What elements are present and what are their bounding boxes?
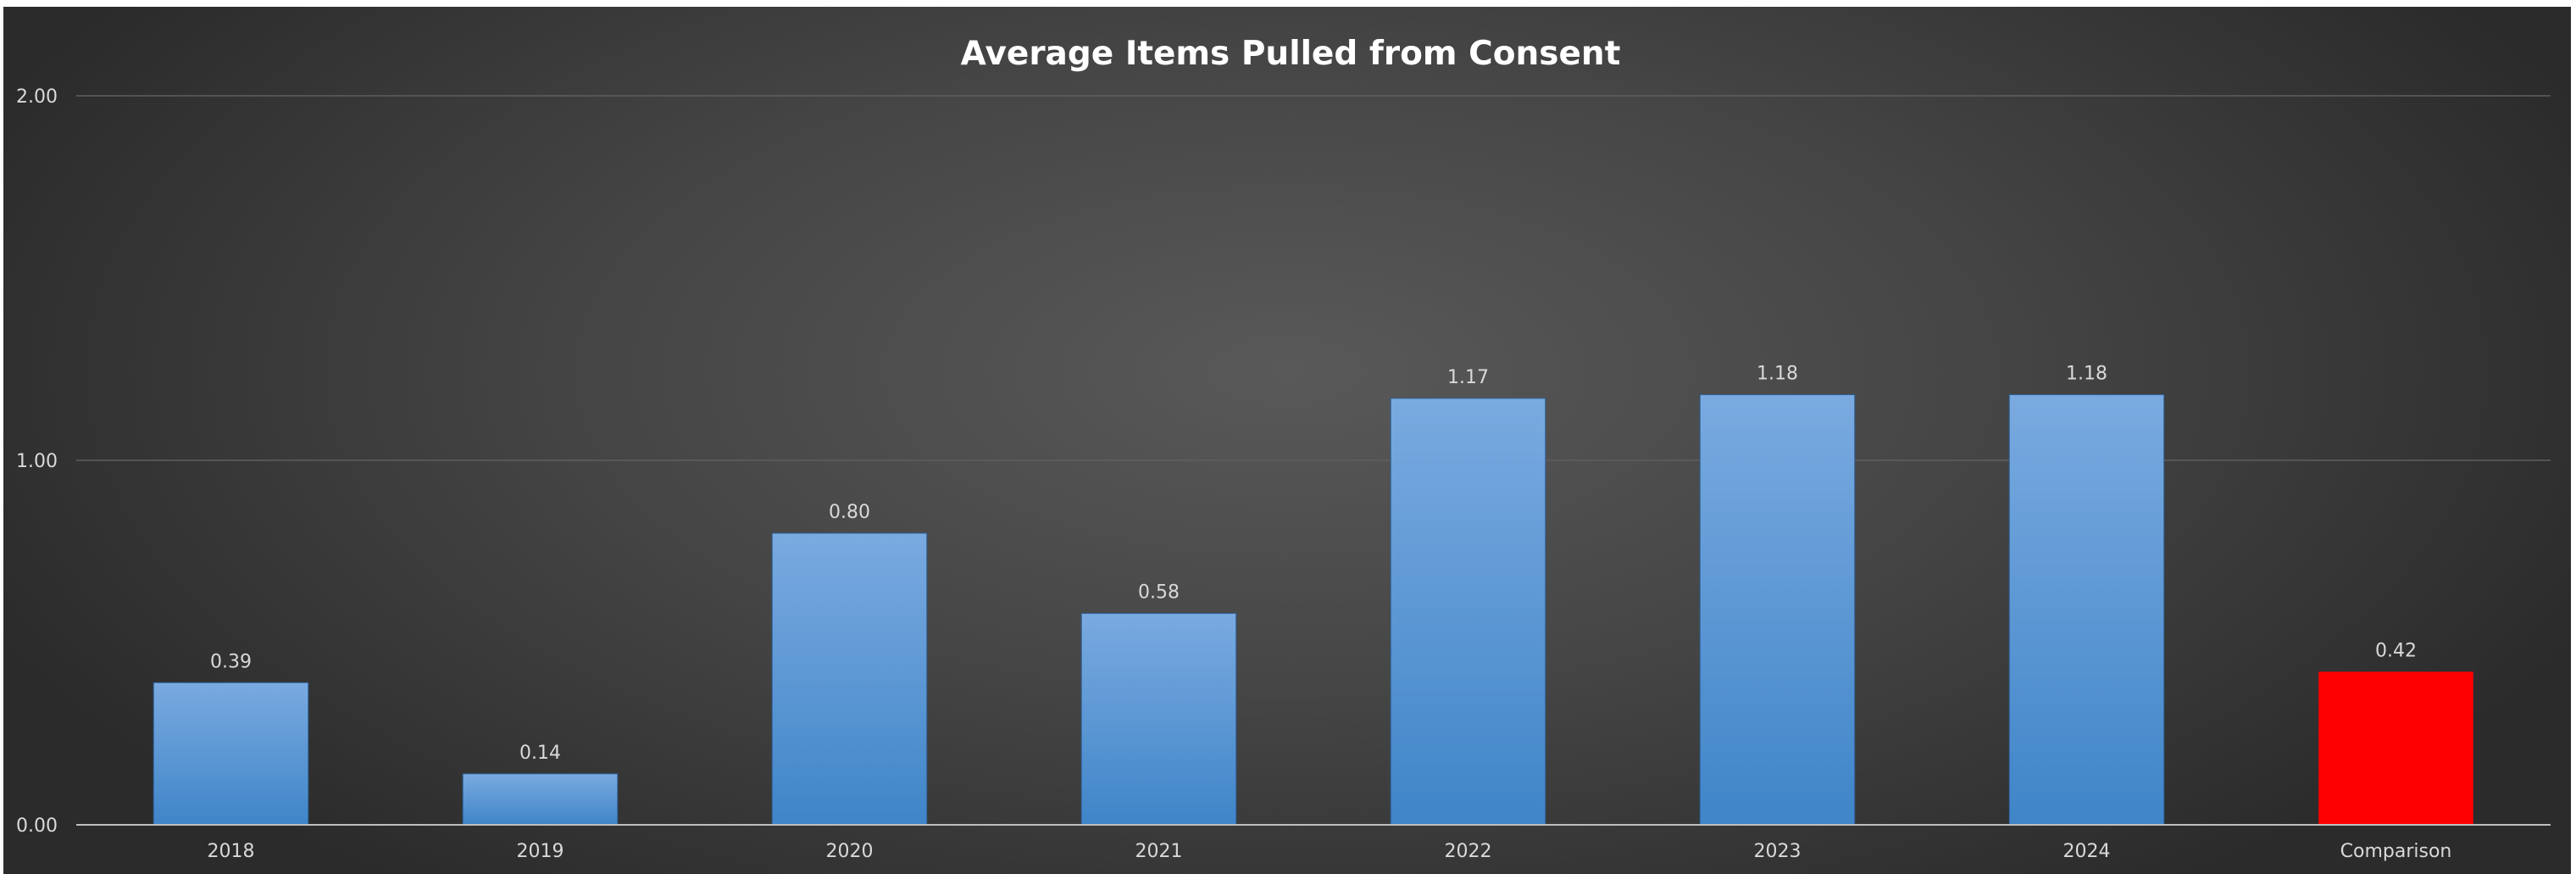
bar-2022	[1390, 398, 1546, 826]
y-tick-label: 0.00	[16, 816, 58, 837]
data-label-2024: 1.18	[2066, 364, 2107, 385]
y-tick-label: 1.00	[16, 451, 58, 472]
x-tick-label-2019: 2019	[517, 841, 564, 862]
x-tick-label-2024: 2024	[2063, 841, 2111, 862]
bar-2023	[1699, 394, 1856, 826]
data-label-comparison: 0.42	[2375, 640, 2417, 661]
x-tick-label-2023: 2023	[1754, 841, 1802, 862]
bar-comparison	[2318, 671, 2473, 825]
bar-2019	[462, 773, 619, 826]
data-label-2023: 1.18	[1757, 364, 1798, 385]
bar-chart: Average Items Pulled from Consent 0.00 1.…	[16, 35, 2551, 862]
x-axis-ticks: 2018 2019 2020 2021 2022 2023 2024 Comparison	[208, 841, 2452, 862]
data-label-2019: 0.14	[519, 743, 561, 764]
bars	[153, 394, 2473, 826]
data-label-2018: 0.39	[210, 651, 252, 672]
data-labels: 0.39 0.14 0.80 0.58 1.17 1.18 1.18 0.42	[210, 364, 2417, 764]
x-tick-label-2021: 2021	[1135, 841, 1183, 862]
x-tick-label-2022: 2022	[1445, 841, 1492, 862]
gridlines	[76, 95, 2551, 461]
data-label-2021: 0.58	[1138, 582, 1180, 604]
x-tick-label-comparison: Comparison	[2340, 841, 2452, 862]
bar-2020	[771, 532, 928, 826]
y-tick-label: 2.00	[16, 86, 58, 108]
data-label-2022: 1.17	[1447, 367, 1489, 388]
chart-area: Average Items Pulled from Consent 0.00 1.…	[3, 7, 2571, 874]
bar-2021	[1080, 613, 1237, 826]
x-tick-label-2020: 2020	[826, 841, 874, 862]
bar-2018	[153, 682, 309, 826]
x-tick-label-2018: 2018	[208, 841, 255, 862]
data-label-2020: 0.80	[829, 502, 870, 523]
bar-2024	[2008, 394, 2165, 826]
y-axis-ticks: 0.00 1.00 2.00	[16, 86, 58, 837]
chart-title: Average Items Pulled from Consent	[961, 35, 1621, 73]
